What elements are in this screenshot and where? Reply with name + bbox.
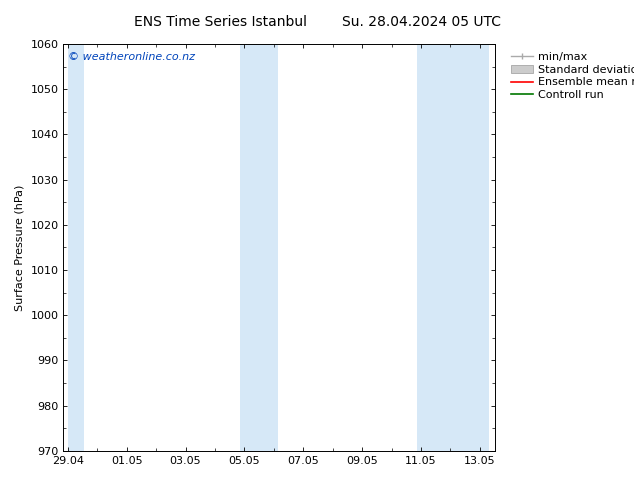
Y-axis label: Surface Pressure (hPa): Surface Pressure (hPa): [15, 184, 25, 311]
Legend: min/max, Standard deviation, Ensemble mean run, Controll run: min/max, Standard deviation, Ensemble me…: [508, 49, 634, 102]
Text: © weatheronline.co.nz: © weatheronline.co.nz: [68, 52, 195, 62]
Bar: [240, 44, 278, 451]
Bar: [417, 44, 489, 451]
Bar: [68, 44, 84, 451]
Text: ENS Time Series Istanbul        Su. 28.04.2024 05 UTC: ENS Time Series Istanbul Su. 28.04.2024 …: [134, 15, 500, 29]
